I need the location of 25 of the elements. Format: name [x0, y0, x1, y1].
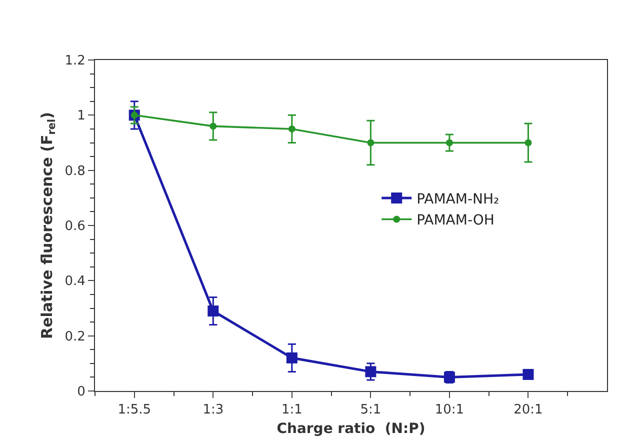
x-tick-label: 1:5.5: [118, 402, 152, 418]
x-tick-label: 20:1: [514, 402, 543, 418]
point: [522, 368, 534, 380]
x-tick-label: 1:3: [202, 402, 224, 418]
legend-label: PAMAM-NH₂: [416, 192, 500, 208]
y-tick-label: 0.2: [64, 329, 86, 344]
y-tick-label: 1: [77, 108, 86, 124]
point: [365, 366, 376, 378]
point: [208, 306, 219, 317]
x-tick-label: 10:1: [434, 402, 464, 418]
x-tick-label: 1:1: [281, 402, 302, 418]
y-tick-label: 0.6: [64, 219, 86, 234]
point: [367, 139, 374, 146]
point: [524, 139, 532, 146]
y-tick-label: 0: [77, 384, 86, 400]
point: [210, 122, 217, 130]
y-tick-label: 0.8: [64, 164, 86, 179]
x-axis-title: Charge ratio (N:P): [276, 420, 426, 437]
point: [286, 352, 298, 364]
y-tick-label: 0.4: [64, 274, 86, 290]
point: [288, 125, 296, 132]
y-tick-label: 1.2: [64, 54, 86, 69]
point: [446, 139, 453, 146]
x-tick-label: 5:1: [360, 402, 382, 418]
legend-label: PAMAM-OH: [416, 212, 494, 229]
